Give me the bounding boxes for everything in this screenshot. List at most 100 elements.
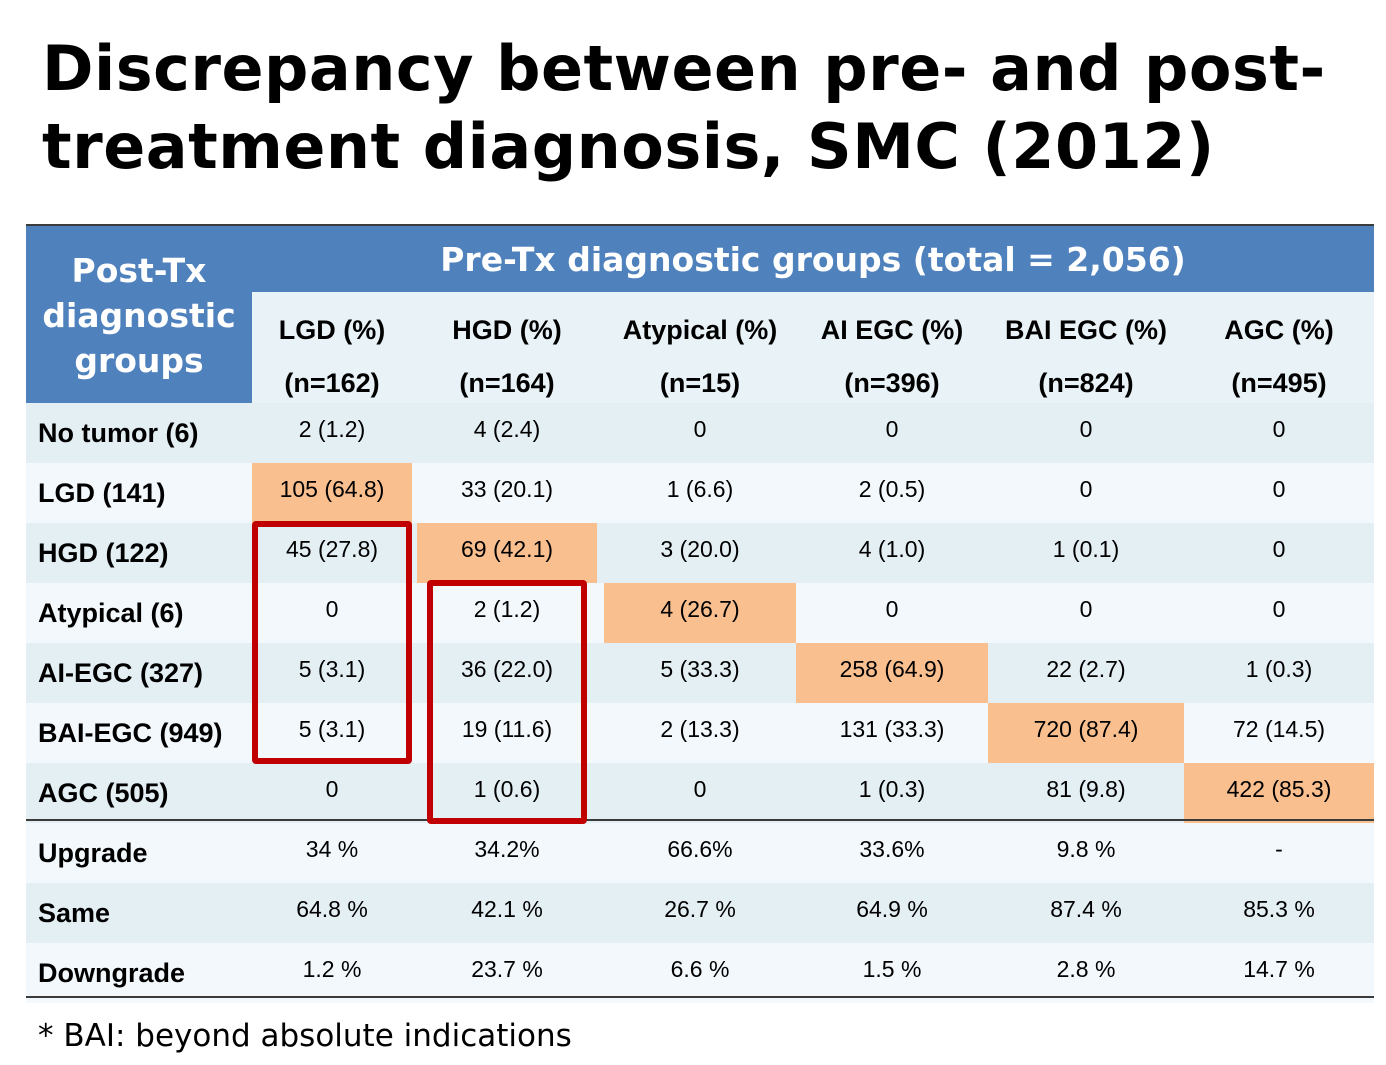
column-header-band [252, 292, 1374, 403]
corner-line: groups [74, 341, 204, 380]
title-line-1: Discrepancy between pre- and post- [42, 32, 1326, 105]
table-cell: 1.5 % [862, 956, 922, 982]
column-header-name: HGD (%) [452, 315, 562, 345]
table-cell: 0 [693, 776, 707, 802]
row-label: HGD (122) [38, 538, 169, 568]
table-cell: 0 [325, 596, 339, 622]
table-cell: 19 (11.6) [461, 716, 553, 742]
table-cell: 1 (0.3) [1245, 656, 1313, 682]
column-header-n: (n=164) [459, 368, 555, 398]
diagonal-cell: 69 (42.1) [417, 523, 597, 583]
summary-divider [26, 819, 1374, 821]
table-cell: 0 [1079, 416, 1093, 442]
table-cell: - [1275, 836, 1283, 862]
column-header-name: LGD (%) [278, 315, 386, 345]
row-label: Atypical (6) [38, 598, 184, 628]
table-cell: 0 [1272, 476, 1286, 502]
table-cell: 4 (2.4) [473, 416, 541, 442]
table-cell: 0 [1272, 596, 1286, 622]
table-row: AGC (505) 0 1 (0.6) 0 1 (0.3) 81 (9.8) 422 (85… [26, 763, 1374, 823]
table-cell: 2 (0.5) [858, 476, 926, 502]
row-label: No tumor (6) [38, 418, 199, 448]
emphasis-box-hgd [427, 580, 587, 824]
column-header-n: (n=495) [1231, 368, 1327, 398]
row-label: LGD (141) [38, 478, 166, 508]
row-label: Same [38, 898, 111, 928]
table-cell: 2 (1.2) [473, 596, 541, 622]
table-cell: 2 (13.3) [660, 716, 740, 742]
summary-row: Upgrade 34 % 34.2% 66.6% 33.6% 9.8 % - [26, 823, 1374, 883]
table-cell: 64.9 % [856, 896, 928, 922]
table-row: Atypical (6) 0 2 (1.2) 4 (26.7) 0 0 0 [26, 583, 1374, 643]
pre-tx-header: Pre-Tx diagnostic groups (total = 2,056) [440, 240, 1186, 279]
table-cell: 26.7 % [664, 896, 736, 922]
emphasis-box-lgd [252, 521, 412, 764]
column-header-name: BAI EGC (%) [1005, 315, 1167, 345]
column-header: Atypical (%) (n=15) [604, 304, 796, 410]
table-cell: 34.2% [474, 836, 540, 862]
table-cell: 33.6% [859, 836, 925, 862]
column-header-name: AGC (%) [1224, 315, 1334, 345]
table-cell: 9.8 % [1056, 836, 1116, 862]
table-row: BAI-EGC (949) 5 (3.1) 19 (11.6) 2 (13.3) 131… [26, 703, 1374, 763]
table-cell: 36 (22.0) [460, 656, 554, 682]
header-band [26, 226, 1374, 292]
column-header-name: Atypical (%) [622, 315, 778, 345]
table-row: No tumor (6) 2 (1.2) 4 (2.4) 0 0 0 0 [26, 403, 1374, 463]
table-cell: 1 (6.6) [666, 476, 734, 502]
table-cell: 0 [325, 776, 339, 802]
table-cell: 0 [885, 596, 899, 622]
table-cell: 3 (20.0) [660, 536, 740, 562]
table-cell: 0 [1272, 536, 1286, 562]
row-label: BAI-EGC (949) [38, 718, 223, 748]
table-cell: 0 [885, 416, 899, 442]
title-line-2: treatment diagnosis, SMC (2012) [42, 110, 1215, 183]
discrepancy-table: Post-Tx diagnostic groups Pre-Tx diagnos… [26, 224, 1374, 1003]
table-cell: 131 (33.3) [839, 716, 945, 742]
diagonal-cell: 258 (64.9) [796, 643, 988, 703]
table-cell: 23.7 % [471, 956, 543, 982]
table-cell: 22 (2.7) [1046, 656, 1126, 682]
row-label: Downgrade [38, 958, 186, 988]
table-cell: 4 (1.0) [858, 536, 926, 562]
column-header: BAI EGC (%) (n=824) [988, 304, 1184, 410]
table-cell: 45 (27.8) [285, 536, 379, 562]
table-cell: 0 [1079, 596, 1093, 622]
corner-line: diagnostic [42, 296, 236, 335]
corner-band [26, 292, 252, 403]
summary-row: Downgrade 1.2 % 23.7 % 6.6 % 1.5 % 2.8 % 14.7 … [26, 943, 1374, 1003]
table-cell: 5 (3.1) [298, 716, 366, 742]
table-cell: 1 (0.6) [473, 776, 541, 802]
table-cell: 5 (33.3) [660, 656, 740, 682]
table-cell: 5 (3.1) [298, 656, 366, 682]
table-cell: 33 (20.1) [460, 476, 554, 502]
table-cell: 0 [1272, 416, 1286, 442]
table-cell: 1 (0.3) [858, 776, 926, 802]
table-top-rule [26, 224, 1374, 226]
table-cell: 0 [1079, 476, 1093, 502]
table-cell: 87.4 % [1050, 896, 1122, 922]
column-header-n: (n=396) [844, 368, 940, 398]
table-cell: 1 (0.1) [1052, 536, 1120, 562]
column-header: AGC (%) (n=495) [1184, 304, 1374, 410]
table-cell: 2.8 % [1056, 956, 1116, 982]
table-cell: 64.8 % [296, 896, 368, 922]
row-label: AI-EGC (327) [38, 658, 204, 688]
column-header: LGD (%) (n=162) [252, 304, 412, 410]
table-row: LGD (141) 105 (64.8) 33 (20.1) 1 (6.6) 2 (0.… [26, 463, 1374, 523]
table-cell: 42.1 % [471, 896, 543, 922]
corner-header: Post-Tx diagnostic groups [26, 248, 252, 383]
table-row: AI-EGC (327) 5 (3.1) 36 (22.0) 5 (33.3) 258 … [26, 643, 1374, 703]
page-title: Discrepancy between pre- and post- treat… [42, 30, 1362, 186]
column-header: HGD (%) (n=164) [417, 304, 597, 410]
column-header-n: (n=162) [284, 368, 380, 398]
row-label: AGC (505) [38, 778, 169, 808]
column-header-name: AI EGC (%) [820, 315, 964, 345]
table-row: HGD (122) 45 (27.8) 69 (42.1) 3 (20.0) 4 (1.… [26, 523, 1374, 583]
diagonal-cell: 105 (64.8) [252, 463, 412, 523]
table-cell: 0 [693, 416, 707, 442]
table-cell: 6.6 % [670, 956, 730, 982]
summary-row: Same 64.8 % 42.1 % 26.7 % 64.9 % 87.4 % 85.3 % [26, 883, 1374, 943]
table-cell: 1.2 % [302, 956, 362, 982]
table-cell: 14.7 % [1243, 956, 1315, 982]
